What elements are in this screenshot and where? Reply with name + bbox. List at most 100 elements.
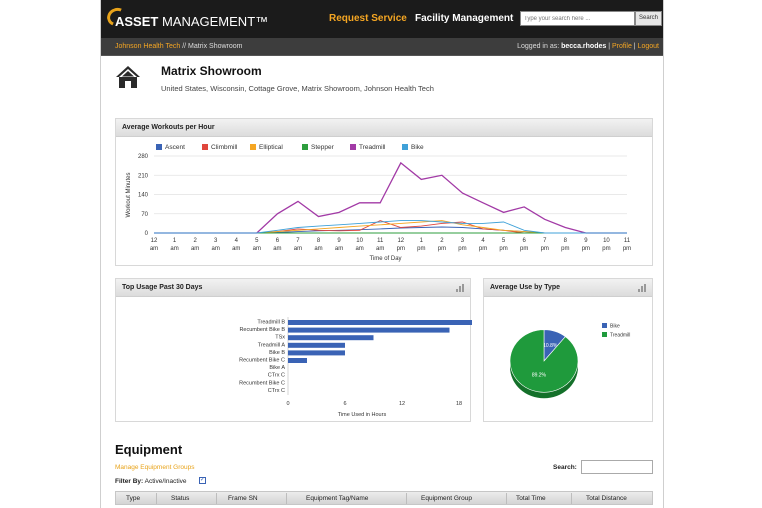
bar-chart-icon[interactable] <box>638 284 646 292</box>
legend-swatch <box>302 144 308 150</box>
x-tick-period: pm <box>602 246 610 252</box>
x-tick-label: 7 <box>543 238 547 244</box>
x-tick-label: 12 <box>397 238 404 244</box>
column-divider <box>406 493 407 504</box>
column-header-frame-sn[interactable]: Frame SN <box>228 495 258 502</box>
manage-equipment-groups-link[interactable]: Manage Equipment Groups <box>115 464 195 471</box>
x-tick-period: am <box>191 246 199 252</box>
x-tick-period: pm <box>499 246 507 252</box>
column-header-total-distance[interactable]: Total Distance <box>586 495 627 502</box>
x-tick-period: am <box>355 246 363 252</box>
breadcrumb-parent[interactable]: Johnson Health Tech <box>115 43 181 50</box>
x-tick-label: 2 <box>440 238 444 244</box>
column-divider <box>156 493 157 504</box>
search-input[interactable] <box>520 11 635 26</box>
bar <box>288 327 450 333</box>
bar-x-axis-label: Time Used in Hours <box>338 412 387 418</box>
equipment-search-input[interactable] <box>581 460 653 474</box>
avg-workouts-header: Average Workouts per Hour <box>116 119 652 137</box>
bar-category-label: Recumbent Bike C <box>239 380 285 386</box>
bar <box>288 342 345 348</box>
column-header-equipment-group[interactable]: Equipment Group <box>421 495 472 502</box>
pie-slice-treadmill <box>509 329 579 393</box>
x-tick-label: 1 <box>173 238 177 244</box>
legend-swatch <box>250 144 256 150</box>
column-divider <box>571 493 572 504</box>
breadcrumb-current: Matrix Showroom <box>188 43 243 50</box>
breadcrumb-bar: Johnson Health Tech // Matrix Showroom L… <box>101 38 663 56</box>
bar-category-label: Treadmill A <box>258 342 286 348</box>
x-tick-period: pm <box>397 246 405 252</box>
column-divider <box>286 493 287 504</box>
column-header-equipment-tag-name[interactable]: Equipment Tag/Name <box>306 495 369 502</box>
x-tick-period: am <box>212 246 220 252</box>
series-line-ascent <box>154 226 627 234</box>
x-tick-period: am <box>376 246 384 252</box>
column-divider <box>216 493 217 504</box>
bar <box>288 335 374 341</box>
column-header-type[interactable]: Type <box>126 495 141 502</box>
bar-category-label: Recumbent Bike B <box>239 327 285 333</box>
x-tick-period: am <box>253 246 261 252</box>
column-divider <box>506 493 507 504</box>
app-window: ASSET MANAGEMENT™ Request Service Facili… <box>100 0 664 508</box>
user-sep-1: | <box>608 43 611 50</box>
filter-by-label: Filter By: <box>115 478 144 485</box>
pie-chart: 10.8% 89.2% Bike Treadmill <box>509 323 630 399</box>
top-usage-title: Top Usage Past 30 Days <box>122 284 203 291</box>
user-sep-2: | <box>633 43 636 50</box>
legend-item-climbmill[interactable]: Climbmill <box>202 144 237 151</box>
x-axis-label: Time of Day <box>369 256 401 262</box>
top-bar: ASSET MANAGEMENT™ Request Service Facili… <box>101 0 663 38</box>
x-tick-period: pm <box>479 246 487 252</box>
y-tick-label: 0 <box>145 231 149 237</box>
legend-swatch <box>156 144 162 150</box>
logo-text: ASSET MANAGEMENT™ <box>115 14 268 29</box>
avg-use-type-panel: Average Use by Type 10.8% 89.2% Bike Treadm… <box>483 278 653 422</box>
avg-use-type-header: Average Use by Type <box>484 279 652 297</box>
filter-value: Active/Inactive <box>144 478 187 485</box>
user-info: Logged in as: becca.rhodes | Profile | L… <box>517 43 659 50</box>
y-tick-label: 280 <box>138 154 149 160</box>
legend-item-elliptical[interactable]: Elliptical <box>250 144 283 151</box>
bar-category-label: Recumbent Bike C <box>239 358 285 364</box>
x-tick-label: 6 <box>276 238 280 244</box>
profile-link[interactable]: Profile <box>612 43 632 50</box>
x-tick-label: 5 <box>502 238 506 244</box>
nav-facility-management[interactable]: Facility Management <box>415 13 514 24</box>
x-tick-label: 6 <box>523 238 527 244</box>
active-inactive-checkbox[interactable]: ✓ <box>199 477 206 484</box>
asset-management-logo[interactable]: ASSET MANAGEMENT™ <box>104 5 268 32</box>
bar-category-label: CTrx C <box>268 373 285 379</box>
legend-item-bike[interactable]: Bike <box>402 144 424 151</box>
bar-x-tick-label: 12 <box>399 401 405 407</box>
bar-chart-icon[interactable] <box>456 284 464 292</box>
logout-link[interactable]: Logout <box>637 43 659 50</box>
breadcrumb: Johnson Health Tech // Matrix Showroom <box>115 43 243 50</box>
bar-x-tick-label: 18 <box>456 401 462 407</box>
x-tick-period: pm <box>561 246 569 252</box>
bar-category-label: Bike A <box>269 365 285 371</box>
legend-item-stepper[interactable]: Stepper <box>302 144 334 151</box>
home-icon <box>116 66 140 88</box>
x-tick-label: 7 <box>296 238 300 244</box>
search-button[interactable]: Search <box>635 11 662 26</box>
filter-label: Filter By: Active/Inactive <box>115 478 187 485</box>
bar-category-label: Bike B <box>269 350 285 356</box>
x-tick-label: 8 <box>317 238 321 244</box>
x-tick-period: pm <box>541 246 549 252</box>
nav-request-service[interactable]: Request Service <box>329 13 407 24</box>
bar <box>288 358 307 363</box>
x-tick-period: pm <box>582 246 590 252</box>
x-tick-label: 11 <box>377 238 384 244</box>
column-header-total-time[interactable]: Total Time <box>516 495 546 502</box>
series-line-climbmill <box>154 220 627 234</box>
bar-category-label: CTrx C <box>268 388 285 394</box>
legend-item-ascent[interactable]: Ascent <box>156 144 185 151</box>
x-tick-label: 4 <box>235 238 239 244</box>
column-header-status[interactable]: Status <box>171 495 190 502</box>
legend-item-treadmill[interactable]: Treadmill <box>350 144 386 151</box>
legend-label: Climbmill <box>211 144 238 151</box>
bar-x-tick-label: 0 <box>286 401 289 407</box>
